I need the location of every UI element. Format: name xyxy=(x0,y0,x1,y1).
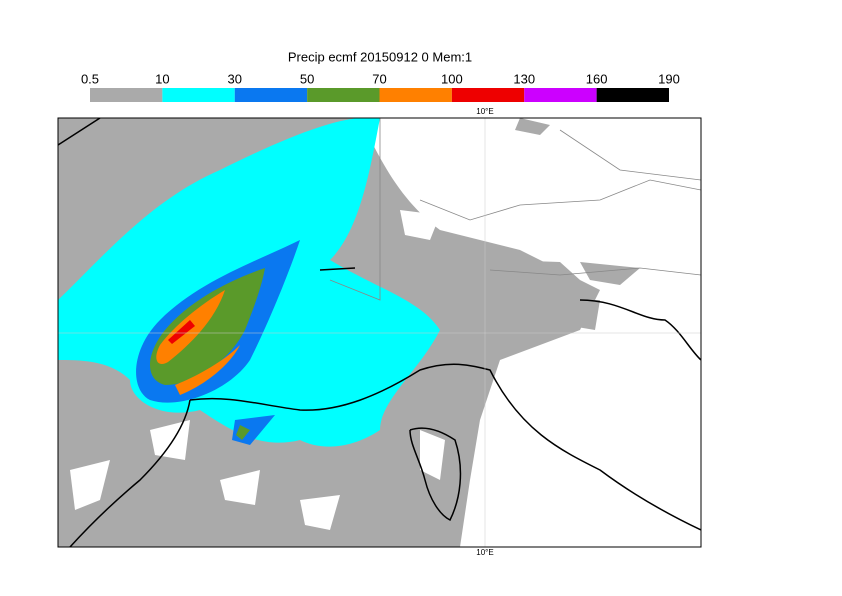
colorbar: 0.5 10 30 50 70 100 130 160 190 xyxy=(81,71,680,102)
title: Precip ecmf 20150912 0 Mem:1 xyxy=(288,49,472,64)
lon-label: 10°E xyxy=(476,548,493,557)
precip-light xyxy=(500,118,640,330)
colorbar-segment xyxy=(524,88,597,102)
colorbar-label: 70 xyxy=(372,71,386,86)
colorbar-segment xyxy=(596,88,669,102)
colorbar-segment xyxy=(90,88,163,102)
colorbar-segment xyxy=(379,88,452,102)
map xyxy=(58,118,701,547)
graticule xyxy=(58,118,701,547)
lon-label: 10°E xyxy=(476,107,493,116)
coastline xyxy=(58,118,701,547)
colorbar-label: 0.5 xyxy=(81,71,99,86)
precip-70 xyxy=(156,290,240,395)
colorbar-label: 130 xyxy=(513,71,535,86)
colorbar-segment xyxy=(234,88,308,102)
precip-50 xyxy=(150,268,265,440)
no-precip xyxy=(70,210,445,530)
precip-100 xyxy=(168,320,195,344)
colorbar-segment xyxy=(307,88,380,102)
colorbar-label: 190 xyxy=(658,71,680,86)
colorbar-label: 50 xyxy=(300,71,314,86)
colorbar-label: 100 xyxy=(441,71,463,86)
colorbar-label: 30 xyxy=(228,71,242,86)
map-frame xyxy=(57,117,702,548)
colorbar-segment xyxy=(162,88,235,102)
colorbar-label: 10 xyxy=(155,71,169,86)
colorbar-segment xyxy=(451,88,525,102)
border xyxy=(329,118,701,301)
colorbar-label: 160 xyxy=(586,71,608,86)
